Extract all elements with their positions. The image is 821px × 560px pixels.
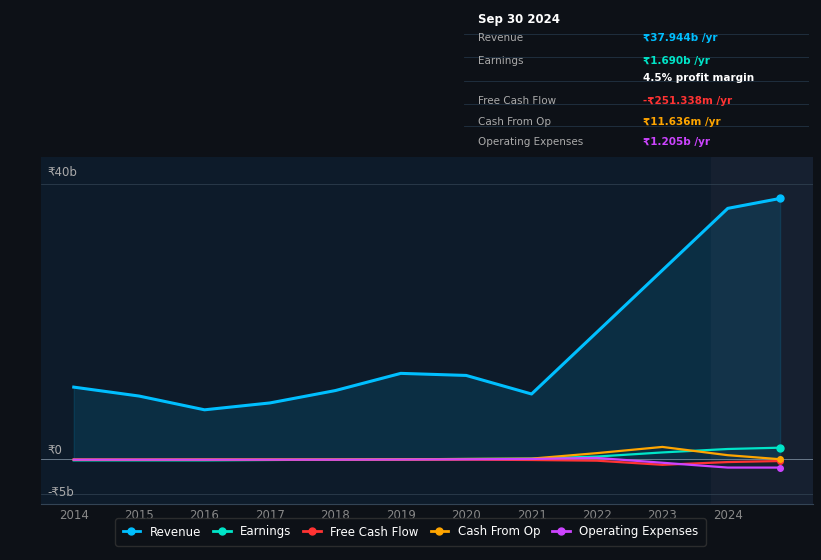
Text: ₹37.944b /yr: ₹37.944b /yr xyxy=(643,32,718,43)
Text: -₹5b: -₹5b xyxy=(48,486,75,499)
Bar xyxy=(712,157,813,504)
Text: Cash From Op: Cash From Op xyxy=(478,117,551,127)
Text: Sep 30 2024: Sep 30 2024 xyxy=(478,13,560,26)
Legend: Revenue, Earnings, Free Cash Flow, Cash From Op, Operating Expenses: Revenue, Earnings, Free Cash Flow, Cash … xyxy=(116,519,705,545)
Text: Revenue: Revenue xyxy=(478,32,523,43)
Text: ₹1.205b /yr: ₹1.205b /yr xyxy=(643,137,710,147)
Text: ₹0: ₹0 xyxy=(48,444,62,456)
Text: -₹251.338m /yr: -₹251.338m /yr xyxy=(643,96,732,106)
Text: 4.5% profit margin: 4.5% profit margin xyxy=(643,73,754,83)
Text: Free Cash Flow: Free Cash Flow xyxy=(478,96,556,106)
Text: ₹40b: ₹40b xyxy=(48,166,77,179)
Text: ₹11.636m /yr: ₹11.636m /yr xyxy=(643,117,721,127)
Text: Earnings: Earnings xyxy=(478,55,523,66)
Text: Operating Expenses: Operating Expenses xyxy=(478,137,583,147)
Text: ₹1.690b /yr: ₹1.690b /yr xyxy=(643,55,710,66)
